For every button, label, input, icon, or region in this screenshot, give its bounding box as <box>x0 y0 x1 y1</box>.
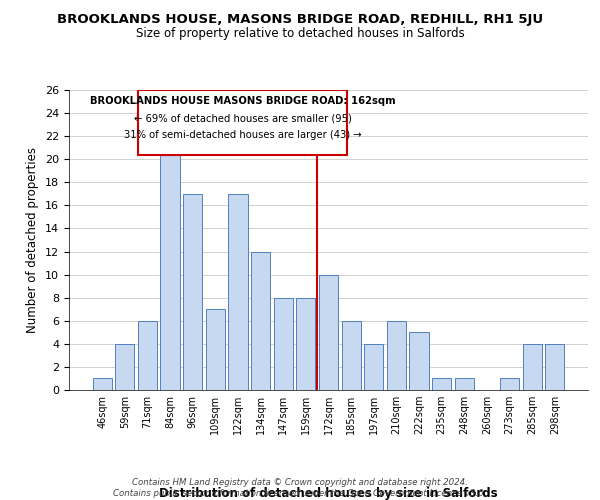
X-axis label: Distribution of detached houses by size in Salfords: Distribution of detached houses by size … <box>159 487 498 500</box>
Bar <box>138 321 157 390</box>
Bar <box>409 332 428 390</box>
Text: 31% of semi-detached houses are larger (43) →: 31% of semi-detached houses are larger (… <box>124 130 361 140</box>
Bar <box>319 274 338 390</box>
Bar <box>229 194 248 390</box>
Bar <box>274 298 293 390</box>
Bar <box>432 378 451 390</box>
Bar <box>364 344 383 390</box>
Bar <box>387 321 406 390</box>
Bar <box>455 378 474 390</box>
Text: Contains HM Land Registry data © Crown copyright and database right 2024.
Contai: Contains HM Land Registry data © Crown c… <box>113 478 487 498</box>
Bar <box>92 378 112 390</box>
Bar <box>545 344 565 390</box>
Bar <box>115 344 134 390</box>
Bar <box>183 194 202 390</box>
Bar <box>296 298 316 390</box>
Bar <box>160 136 180 390</box>
Text: BROOKLANDS HOUSE, MASONS BRIDGE ROAD, REDHILL, RH1 5JU: BROOKLANDS HOUSE, MASONS BRIDGE ROAD, RE… <box>57 12 543 26</box>
Bar <box>251 252 270 390</box>
Text: Size of property relative to detached houses in Salfords: Size of property relative to detached ho… <box>136 28 464 40</box>
Bar <box>341 321 361 390</box>
Bar <box>206 309 225 390</box>
Text: ← 69% of detached houses are smaller (95): ← 69% of detached houses are smaller (95… <box>134 113 352 123</box>
FancyBboxPatch shape <box>139 90 347 154</box>
Text: BROOKLANDS HOUSE MASONS BRIDGE ROAD: 162sqm: BROOKLANDS HOUSE MASONS BRIDGE ROAD: 162… <box>89 96 395 106</box>
Bar <box>500 378 519 390</box>
Bar <box>523 344 542 390</box>
Y-axis label: Number of detached properties: Number of detached properties <box>26 147 40 333</box>
